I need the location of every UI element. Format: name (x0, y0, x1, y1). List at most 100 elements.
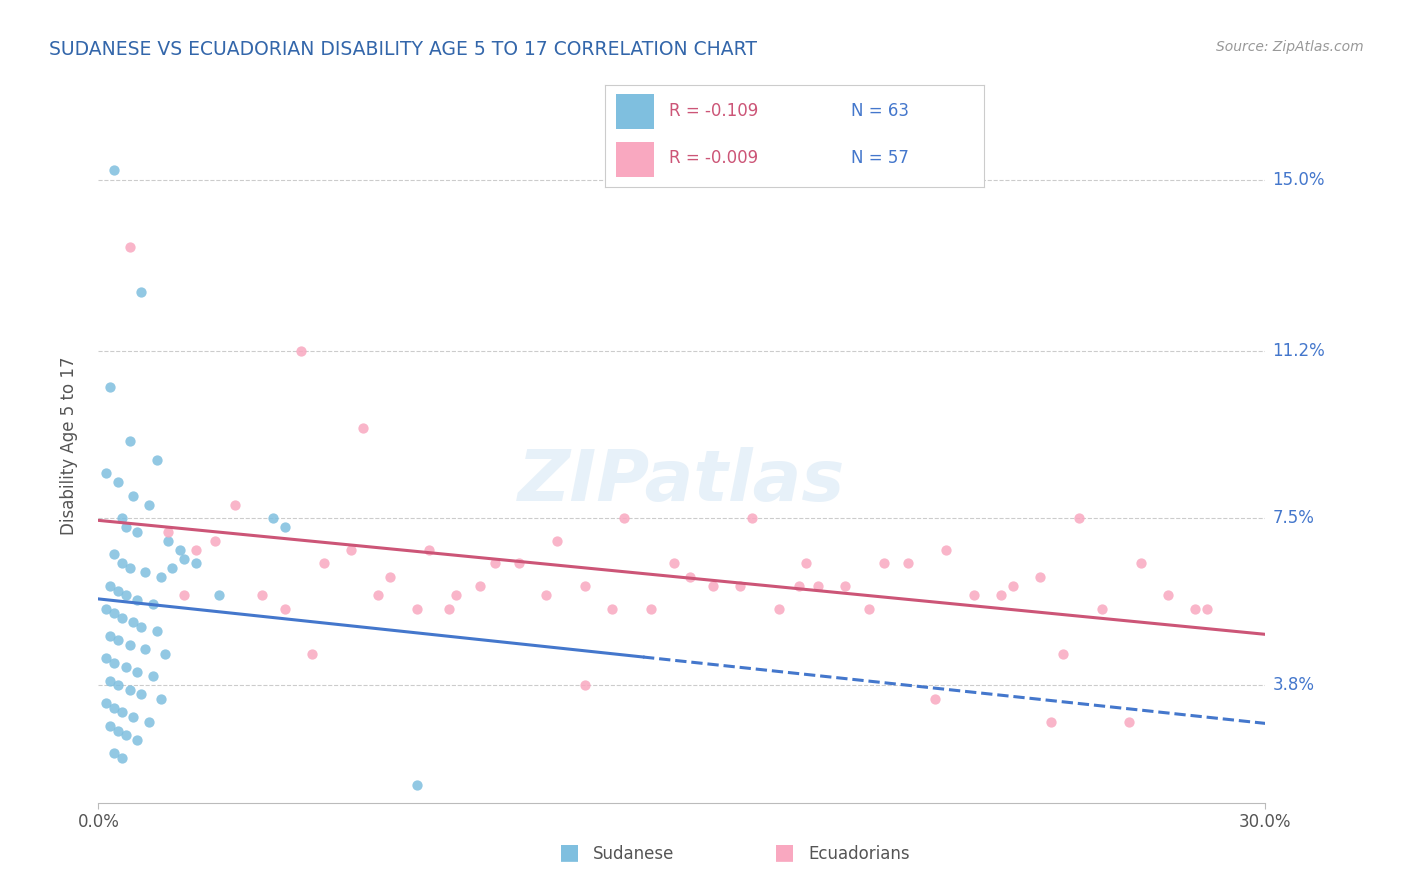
Point (111, 557, 134, 571)
Point (858, 601, 880, 615)
Point (662, 557, 685, 571)
Point (896, 557, 918, 571)
Point (1184, 601, 1206, 615)
Point (807, 579, 830, 593)
Point (418, 542, 440, 557)
Point (118, 561, 141, 575)
Point (262, 511, 284, 525)
Point (98, 673, 121, 688)
Point (127, 592, 149, 607)
Point (142, 597, 165, 611)
Text: N = 57: N = 57 (852, 149, 910, 167)
Point (169, 542, 191, 557)
Text: R = -0.109: R = -0.109 (669, 102, 758, 120)
Point (127, 732, 149, 747)
Point (184, 542, 207, 557)
Point (138, 498, 160, 512)
Point (146, 452, 169, 467)
Text: SUDANESE VS ECUADORIAN DISABILITY AGE 5 TO 17 CORRELATION CHART: SUDANESE VS ECUADORIAN DISABILITY AGE 5 … (49, 40, 758, 59)
Point (312, 557, 335, 571)
Point (301, 647, 323, 661)
Point (173, 588, 195, 602)
Point (340, 542, 363, 557)
Point (96, 651, 118, 665)
Text: ZIPatlas: ZIPatlas (519, 447, 845, 516)
Point (935, 542, 957, 557)
Point (114, 588, 136, 602)
Text: ■: ■ (775, 843, 794, 863)
Point (149, 692, 172, 706)
Point (1052, 647, 1074, 661)
Point (142, 669, 165, 683)
Point (184, 557, 207, 571)
Bar (616, 94, 654, 128)
Point (640, 601, 662, 615)
Point (612, 511, 634, 525)
Point (873, 557, 896, 571)
Text: 15.0%: 15.0% (1272, 170, 1324, 188)
Point (98, 380, 121, 394)
Point (768, 601, 790, 615)
Point (129, 285, 152, 300)
Point (274, 601, 297, 615)
Point (111, 610, 134, 624)
Point (96, 466, 118, 480)
Point (103, 701, 125, 715)
Point (134, 642, 156, 657)
Point (129, 687, 152, 701)
Point (468, 579, 491, 593)
Point (157, 524, 180, 539)
Text: ■: ■ (560, 843, 579, 863)
Point (1157, 588, 1180, 602)
Text: R = -0.009: R = -0.009 (669, 149, 758, 167)
Point (157, 533, 180, 548)
Point (111, 511, 134, 525)
Point (1129, 557, 1152, 571)
Point (118, 638, 141, 652)
Point (484, 557, 506, 571)
Point (107, 583, 129, 598)
Point (679, 570, 702, 584)
Point (204, 533, 226, 548)
Point (796, 557, 818, 571)
Point (924, 692, 946, 706)
Point (118, 240, 141, 254)
Point (446, 588, 468, 602)
Point (406, 778, 429, 792)
Point (96, 601, 118, 615)
Point (98, 579, 121, 593)
Point (352, 421, 374, 435)
Point (103, 548, 125, 562)
Point (153, 647, 176, 661)
Point (290, 344, 312, 359)
Point (1040, 714, 1063, 729)
Point (1195, 601, 1218, 615)
Point (127, 524, 149, 539)
Point (103, 746, 125, 760)
Point (98, 629, 121, 643)
Bar (616, 142, 654, 177)
Point (114, 660, 136, 674)
Point (834, 579, 856, 593)
Point (534, 588, 557, 602)
Point (274, 520, 297, 534)
Point (122, 615, 145, 629)
Point (1067, 511, 1090, 525)
Point (114, 728, 136, 742)
Point (406, 601, 429, 615)
Point (114, 520, 136, 534)
Point (98, 719, 121, 733)
Text: N = 63: N = 63 (852, 102, 910, 120)
Point (103, 606, 125, 620)
Point (129, 620, 152, 634)
Point (962, 588, 984, 602)
Point (1001, 579, 1024, 593)
Point (146, 624, 169, 639)
Point (127, 665, 149, 679)
Point (574, 579, 596, 593)
Point (122, 489, 145, 503)
Point (600, 601, 623, 615)
Y-axis label: Disability Age 5 to 17: Disability Age 5 to 17 (59, 357, 77, 535)
Point (107, 475, 129, 490)
Point (111, 750, 134, 764)
